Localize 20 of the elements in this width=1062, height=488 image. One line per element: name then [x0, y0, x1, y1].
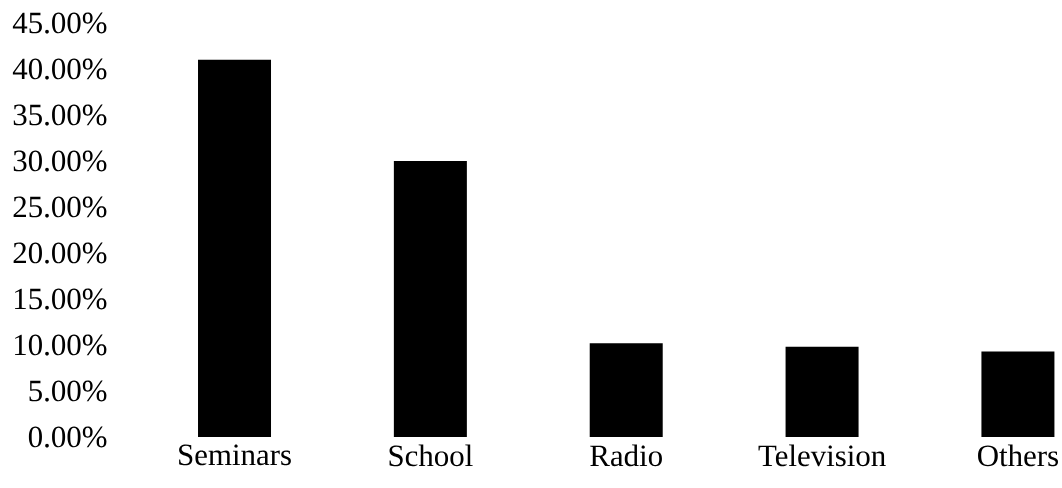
x-tick-label: Radio [590, 444, 662, 467]
bar [198, 59, 272, 437]
x-tick-label: Television [758, 444, 886, 467]
y-tick-label: 30.00% [13, 150, 107, 172]
bar [785, 346, 859, 437]
y-tick-label: 35.00% [13, 104, 107, 126]
x-tick-label: School [389, 444, 473, 467]
y-tick-label: 45.00% [12, 12, 107, 34]
bar [393, 161, 467, 437]
y-tick-label: 25.00% [13, 196, 107, 218]
bar [981, 351, 1055, 437]
bar [589, 343, 663, 437]
y-tick-label: 10.00% [14, 334, 107, 356]
x-tick-label: Others [978, 444, 1058, 467]
y-tick-label: 15.00% [14, 288, 107, 310]
y-tick-label: 0.00% [28, 426, 107, 448]
y-tick-label: 20.00% [13, 242, 107, 264]
y-tick-label: 5.00% [29, 380, 107, 402]
x-tick-label: Seminars [179, 444, 291, 466]
y-tick-label: 40.00% [12, 58, 107, 80]
